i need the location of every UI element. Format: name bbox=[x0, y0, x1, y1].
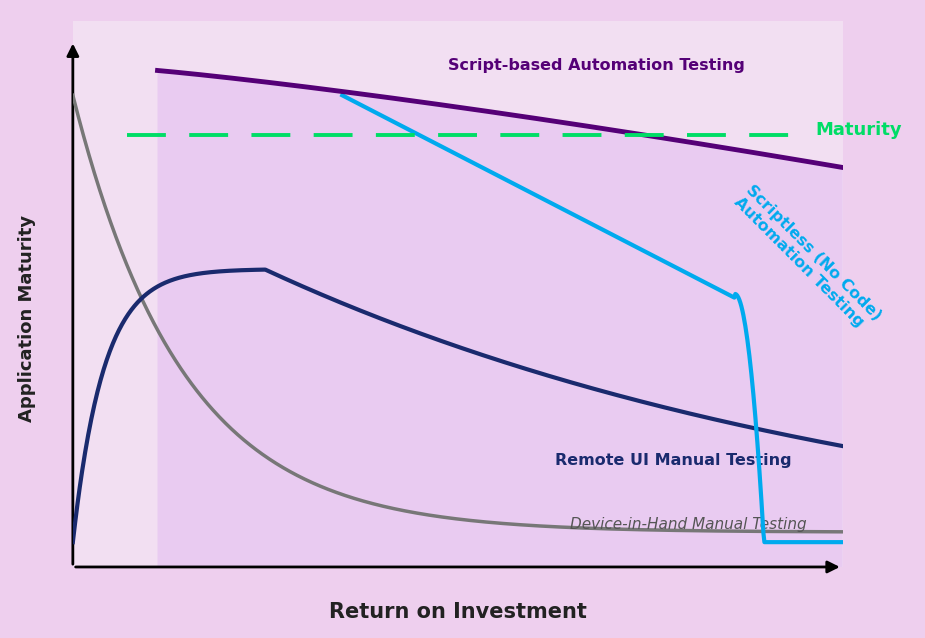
Text: Remote UI Manual Testing: Remote UI Manual Testing bbox=[555, 453, 792, 468]
Text: Device-in-Hand Manual Testing: Device-in-Hand Manual Testing bbox=[571, 517, 807, 532]
Polygon shape bbox=[157, 70, 843, 567]
Text: Scriptless (No Code)
Automation Testing: Scriptless (No Code) Automation Testing bbox=[731, 182, 884, 336]
Text: Maturity: Maturity bbox=[816, 121, 902, 139]
Text: Application Maturity: Application Maturity bbox=[18, 215, 36, 422]
Text: Return on Investment: Return on Investment bbox=[328, 602, 586, 621]
Text: Script-based Automation Testing: Script-based Automation Testing bbox=[448, 58, 745, 73]
